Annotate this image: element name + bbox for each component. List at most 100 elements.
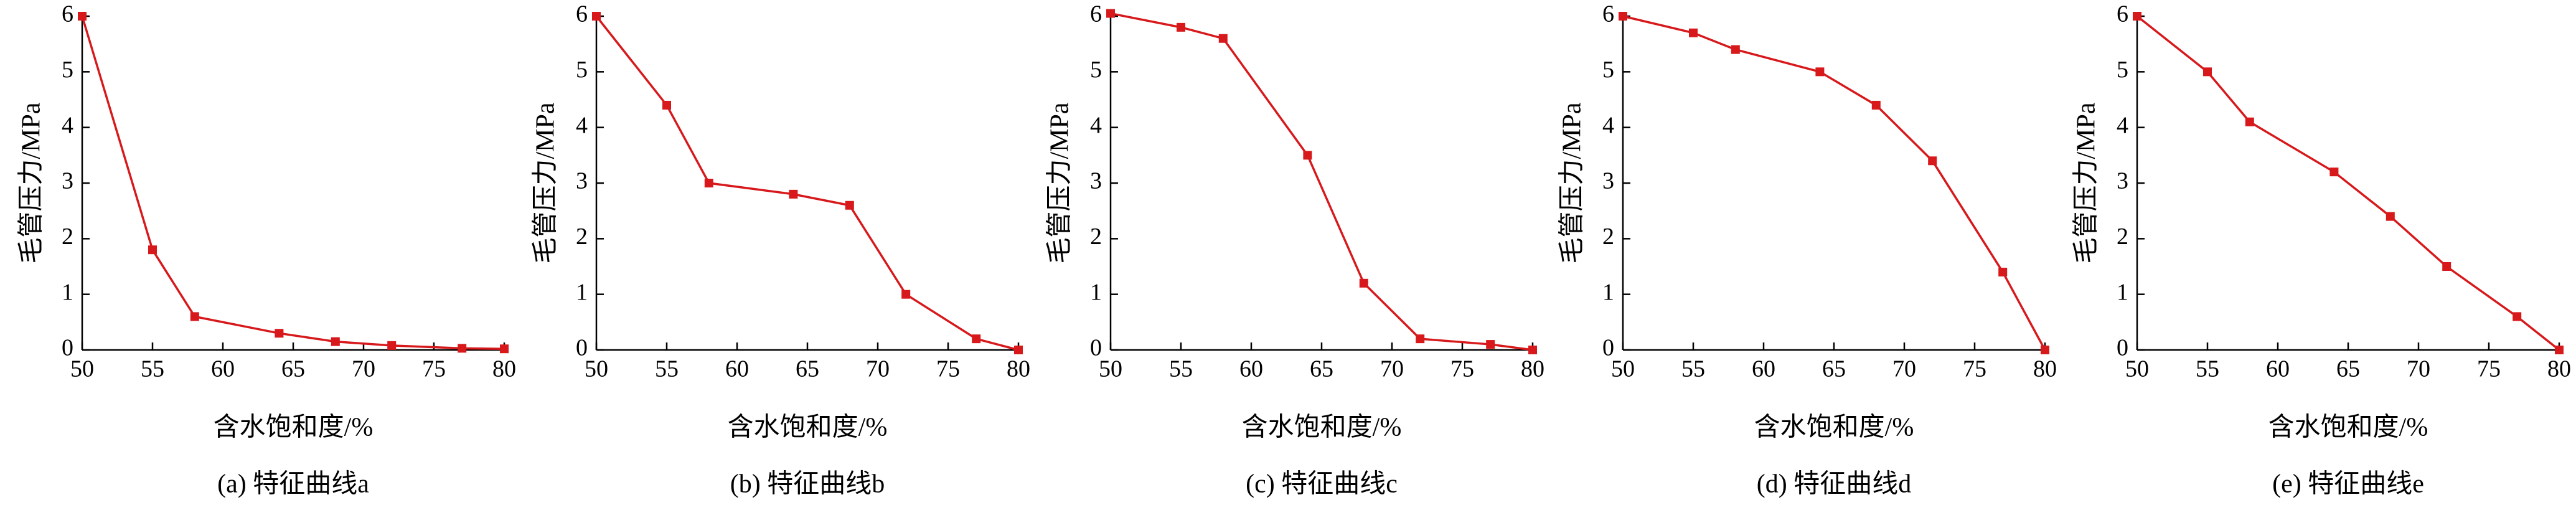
y-axis-label: 毛管压力/MPa xyxy=(1046,102,1074,263)
data-point xyxy=(845,201,854,210)
y-tick-label: 1 xyxy=(62,279,73,305)
y-tick-label: 5 xyxy=(576,57,588,83)
x-tick-label: 80 xyxy=(1007,356,1030,382)
x-tick-label: 80 xyxy=(492,356,516,382)
panel-caption: (c) 特征曲线c xyxy=(1246,470,1398,499)
x-tick-label: 65 xyxy=(281,356,305,382)
x-tick-label: 55 xyxy=(655,356,679,382)
y-tick-label: 2 xyxy=(62,224,73,250)
data-point xyxy=(2555,346,2564,354)
data-point xyxy=(2133,12,2141,21)
x-tick-label: 70 xyxy=(1892,356,1916,382)
x-tick-label: 55 xyxy=(2196,356,2219,382)
x-tick-label: 50 xyxy=(2125,356,2149,382)
x-axis-label: 含水饱和度/% xyxy=(728,413,888,442)
data-point xyxy=(2041,346,2049,354)
x-tick-label: 60 xyxy=(2266,356,2290,382)
y-tick-label: 1 xyxy=(1602,279,1614,305)
y-tick-label: 6 xyxy=(1090,1,1102,27)
data-point xyxy=(190,312,199,321)
y-tick-label: 1 xyxy=(2117,279,2128,305)
data-point xyxy=(2245,117,2254,126)
y-axis-label: 毛管压力/MPa xyxy=(532,102,560,263)
x-tick-label: 65 xyxy=(796,356,819,382)
y-tick-label: 0 xyxy=(2117,335,2128,361)
y-tick-label: 0 xyxy=(1602,335,1614,361)
y-tick-label: 6 xyxy=(62,1,73,27)
y-tick-label: 6 xyxy=(1602,1,1614,27)
y-tick-label: 4 xyxy=(1090,112,1102,138)
data-point xyxy=(901,290,911,299)
data-point xyxy=(458,344,467,353)
data-point xyxy=(148,245,157,255)
panel-caption: (a) 特征曲线a xyxy=(217,470,369,499)
data-point xyxy=(78,12,87,21)
x-tick-label: 60 xyxy=(725,356,749,382)
data-point xyxy=(1619,12,1627,21)
x-tick-label: 50 xyxy=(70,356,94,382)
y-axis-label: 毛管压力/MPa xyxy=(2072,102,2101,263)
data-point xyxy=(972,334,981,344)
x-tick-label: 60 xyxy=(211,356,235,382)
x-tick-label: 65 xyxy=(2336,356,2360,382)
data-line xyxy=(2136,15,2560,351)
y-tick-label: 3 xyxy=(1602,168,1614,194)
y-tick-label: 6 xyxy=(576,1,588,27)
y-tick-label: 3 xyxy=(576,168,588,194)
y-tick-label: 4 xyxy=(1602,112,1614,138)
y-tick-label: 3 xyxy=(1090,168,1102,194)
data-line xyxy=(81,16,505,350)
data-line xyxy=(595,15,1019,351)
data-point xyxy=(1303,151,1312,160)
y-tick-label: 0 xyxy=(576,335,588,361)
data-point xyxy=(331,337,340,346)
y-tick-label: 5 xyxy=(62,57,73,83)
x-tick-label: 70 xyxy=(2407,356,2430,382)
y-tick-label: 4 xyxy=(2117,112,2128,138)
y-tick-label: 3 xyxy=(2117,168,2128,194)
data-point xyxy=(1359,278,1368,288)
data-point xyxy=(1871,100,1881,110)
data-line xyxy=(1622,15,2046,351)
x-axis-label: 含水饱和度/% xyxy=(1754,413,1914,442)
data-line xyxy=(1110,12,1533,351)
x-axis-label: 含水饱和度/% xyxy=(1242,413,1402,442)
x-tick-label: 65 xyxy=(1822,356,1846,382)
data-point xyxy=(1416,334,1425,344)
x-tick-label: 75 xyxy=(2477,356,2501,382)
x-tick-label: 70 xyxy=(352,356,375,382)
x-axis-label: 含水饱和度/% xyxy=(214,413,374,442)
y-tick-label: 1 xyxy=(576,279,588,305)
x-tick-label: 75 xyxy=(1963,356,1986,382)
y-tick-label: 0 xyxy=(62,335,73,361)
data-point xyxy=(1177,22,1185,32)
y-tick-label: 2 xyxy=(576,224,588,250)
data-point xyxy=(275,329,284,338)
data-point xyxy=(1998,267,2008,276)
data-point xyxy=(1815,67,1825,77)
x-tick-label: 70 xyxy=(1380,356,1404,382)
y-tick-label: 2 xyxy=(1090,224,1102,250)
data-point xyxy=(500,344,509,354)
data-point xyxy=(2203,67,2212,77)
x-tick-label: 50 xyxy=(1611,356,1635,382)
y-tick-label: 2 xyxy=(2117,224,2128,250)
data-point xyxy=(2386,212,2395,221)
data-point xyxy=(1486,340,1495,349)
data-point xyxy=(1928,156,1937,166)
y-tick-label: 2 xyxy=(1602,224,1614,250)
data-point xyxy=(1731,45,1740,54)
data-point xyxy=(387,341,397,350)
y-tick-label: 3 xyxy=(62,168,73,194)
x-tick-label: 60 xyxy=(1752,356,1775,382)
y-axis-label: 毛管压力/MPa xyxy=(17,102,46,263)
data-point xyxy=(1014,346,1023,354)
x-tick-label: 75 xyxy=(1450,356,1474,382)
y-tick-label: 6 xyxy=(2117,1,2128,27)
data-point xyxy=(1689,28,1698,37)
x-tick-label: 55 xyxy=(141,356,164,382)
data-point xyxy=(2442,262,2451,271)
data-point xyxy=(1528,346,1537,354)
data-point xyxy=(2513,312,2522,321)
